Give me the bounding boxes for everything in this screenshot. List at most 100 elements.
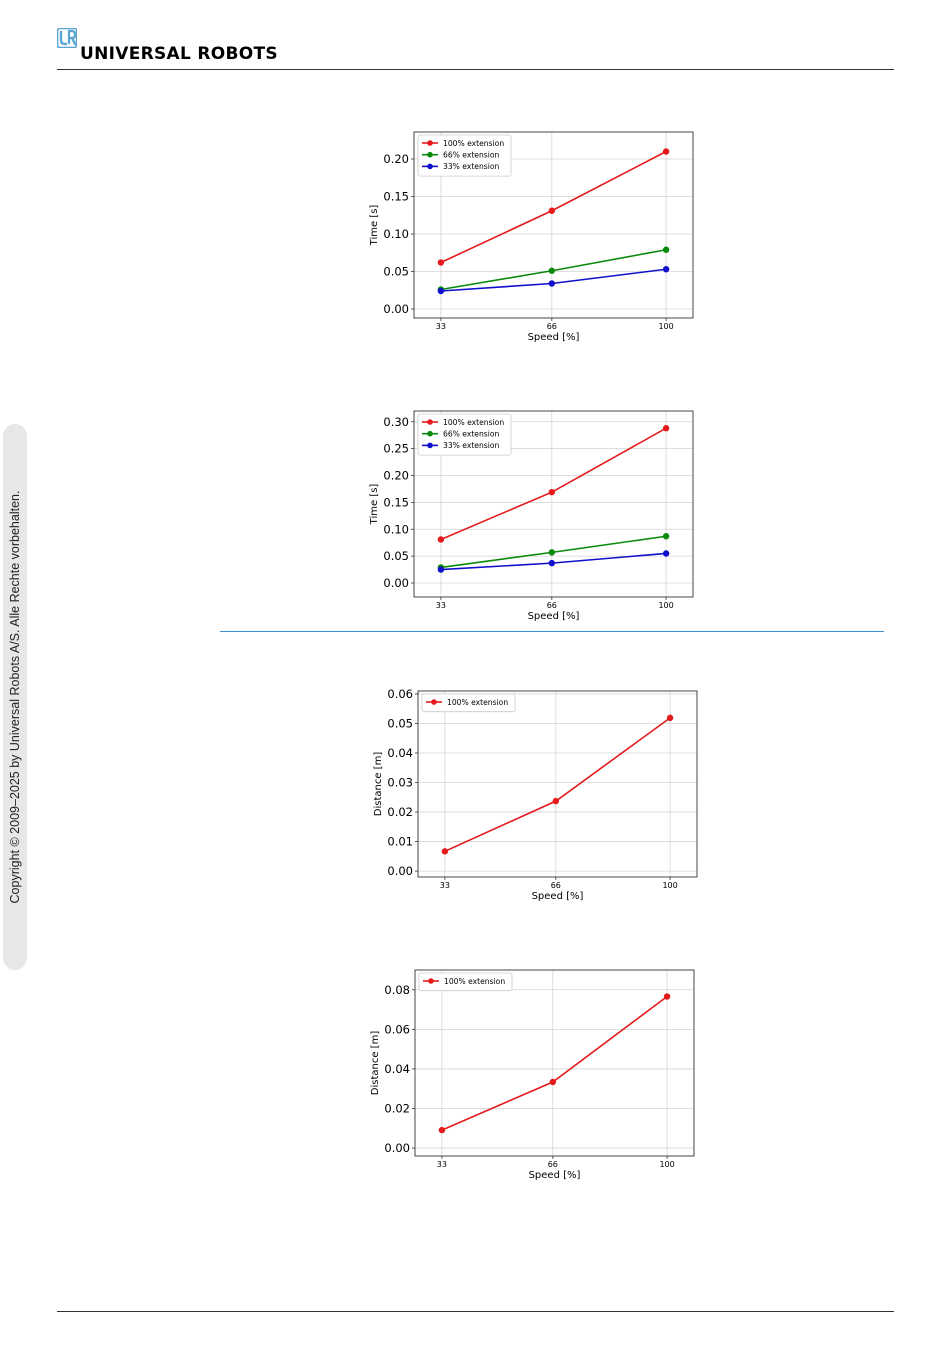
x-tick-label: 100 xyxy=(662,881,677,890)
legend-label: 66% extension xyxy=(443,430,499,439)
data-point xyxy=(437,566,445,573)
series-line xyxy=(444,717,671,853)
section-divider xyxy=(220,631,884,632)
x-axis-label: Speed [%] xyxy=(528,611,580,622)
y-tick-label: 0.30 xyxy=(383,415,409,429)
y-tick-label: 0.20 xyxy=(383,152,409,166)
chart-3-svg: 0.00 0.01 0.02 0.03 0.04 0.05 0.06 33 66 100 Speed… xyxy=(373,687,698,902)
y-tick-label: 0.00 xyxy=(383,576,409,590)
y-tick-label: 0.05 xyxy=(387,716,413,730)
chart-2-time-stop: 0.00 0.05 0.10 0.15 0.20 0.25 0.30 33 66 100 Speed… xyxy=(362,404,702,629)
legend-box xyxy=(421,693,516,713)
x-tick-label: 100 xyxy=(658,601,673,610)
plot-frame xyxy=(413,131,694,319)
ur-logo-icon xyxy=(57,28,77,48)
y-tick-label: 0.00 xyxy=(384,1141,410,1155)
y-tick-label: 0.05 xyxy=(383,265,409,279)
y-tick-label: 0.20 xyxy=(383,469,409,483)
data-point xyxy=(662,425,670,432)
y-axis-label: Distance [m] xyxy=(370,1031,381,1096)
x-tick-label: 66 xyxy=(551,881,561,890)
legend-label: 66% extension xyxy=(443,151,499,160)
y-tick-label: 0.15 xyxy=(383,190,409,204)
legend-box xyxy=(418,972,513,992)
data-point xyxy=(666,714,674,722)
header-logo: UNIVERSAL ROBOTS xyxy=(57,27,278,65)
legend-marker xyxy=(427,430,433,437)
y-tick-label: 0.04 xyxy=(387,746,413,760)
data-point xyxy=(548,267,556,274)
legend-label: 33% extension xyxy=(443,162,499,171)
y-tick-label: 0.10 xyxy=(383,227,409,241)
legend-label: 33% extension xyxy=(443,441,499,450)
data-point xyxy=(548,207,556,214)
data-point xyxy=(438,1126,446,1134)
y-tick-label: 0.08 xyxy=(384,983,410,997)
y-axis-label: Distance [m] xyxy=(373,752,384,817)
plot-frame xyxy=(417,690,698,878)
y-axis-label: Time [s] xyxy=(369,205,380,247)
copyright-tab xyxy=(3,424,27,970)
data-point xyxy=(662,533,670,540)
data-point xyxy=(552,797,560,805)
y-tick-label: 0.04 xyxy=(384,1062,410,1076)
x-axis-label: Speed [%] xyxy=(532,891,584,902)
copyright-text: Copyright © 2009–2025 by Universal Robot… xyxy=(8,490,22,904)
y-tick-label: 0.00 xyxy=(387,864,413,878)
footer-divider xyxy=(57,1311,894,1312)
chart-1-time-stop: 0.00 0.05 0.10 0.15 0.20 33 66 100 Speed [%] Time… xyxy=(362,125,702,350)
legend-marker xyxy=(431,699,437,705)
chart-3-distance-stop: 0.00 0.01 0.02 0.03 0.04 0.05 0.06 33 66 100 Speed… xyxy=(362,684,702,909)
data-point xyxy=(548,488,556,496)
legend-marker xyxy=(427,442,433,449)
header-divider xyxy=(57,69,894,70)
chart-4-svg: 0.00 0.02 0.04 0.06 0.08 33 66 100 Speed [%] Dist… xyxy=(370,969,695,1181)
data-point xyxy=(662,550,670,557)
legend-box xyxy=(417,134,512,177)
x-tick-label: 33 xyxy=(436,322,446,331)
y-axis-label: Time [s] xyxy=(369,484,380,526)
legend-box xyxy=(417,413,512,456)
legend-label: 100% extension xyxy=(447,698,508,707)
plot-frame xyxy=(414,969,695,1157)
data-point xyxy=(437,536,445,543)
data-point xyxy=(441,848,449,855)
data-point xyxy=(548,549,556,556)
data-point xyxy=(662,266,670,273)
chart-4-distance-stop: 0.00 0.02 0.04 0.06 0.08 33 66 100 Speed [%] Dist… xyxy=(362,963,702,1188)
x-tick-label: 66 xyxy=(547,322,557,331)
y-tick-label: 0.06 xyxy=(387,687,413,701)
data-point xyxy=(549,1078,557,1086)
legend-label: 100% extension xyxy=(444,977,505,986)
x-tick-label: 33 xyxy=(437,1160,447,1169)
x-axis-label: Speed [%] xyxy=(528,332,580,343)
legend-label: 100% extension xyxy=(443,139,504,148)
data-point xyxy=(662,148,670,155)
legend-marker xyxy=(427,163,433,170)
chart-2-svg: 0.00 0.05 0.10 0.15 0.20 0.25 0.30 33 66 100 Speed… xyxy=(369,410,694,622)
x-tick-label: 33 xyxy=(440,881,450,890)
legend-label: 100% extension xyxy=(443,418,504,427)
y-tick-label: 0.05 xyxy=(383,549,409,563)
series-line xyxy=(441,995,668,1131)
legend-marker xyxy=(427,140,433,146)
legend-marker xyxy=(427,419,433,425)
data-point xyxy=(437,259,445,266)
x-axis-label: Speed [%] xyxy=(529,1170,581,1181)
chart-1-svg: 0.00 0.05 0.10 0.15 0.20 33 66 100 Speed [%] Time… xyxy=(369,131,694,343)
plot-frame xyxy=(413,410,694,598)
y-tick-label: 0.02 xyxy=(384,1102,410,1116)
y-tick-label: 0.06 xyxy=(384,1022,410,1036)
x-tick-label: 100 xyxy=(659,1160,674,1169)
data-point xyxy=(548,559,556,567)
brand-name: UNIVERSAL ROBOTS xyxy=(80,44,278,64)
y-tick-label: 0.10 xyxy=(383,522,409,536)
x-tick-label: 66 xyxy=(547,601,557,610)
data-point xyxy=(548,280,556,287)
legend-marker xyxy=(428,978,434,984)
legend-marker xyxy=(427,151,433,158)
y-tick-label: 0.15 xyxy=(383,495,409,509)
y-tick-label: 0.03 xyxy=(387,776,413,790)
y-tick-label: 0.02 xyxy=(387,805,413,819)
x-tick-label: 33 xyxy=(436,601,446,610)
